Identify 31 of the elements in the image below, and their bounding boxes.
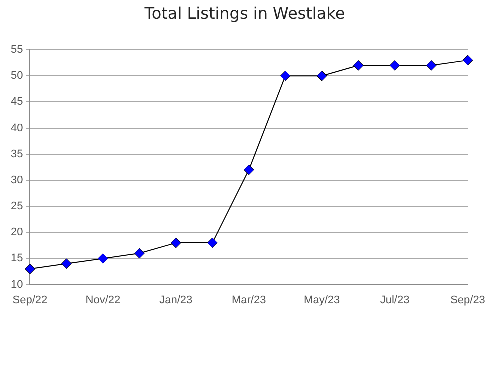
chart-title: Total Listings in Westlake xyxy=(144,4,346,23)
point xyxy=(170,238,182,248)
x-tick-label: Nov/22 xyxy=(86,294,121,306)
x-tick-label: Mar/23 xyxy=(232,294,266,306)
point xyxy=(426,60,437,71)
y-tick-label: 25 xyxy=(10,200,24,213)
x-tick-label: May/23 xyxy=(304,294,340,306)
point xyxy=(98,253,108,264)
y-tick-label: 40 xyxy=(10,122,24,134)
point xyxy=(353,60,364,71)
y-tick-label: 50 xyxy=(10,70,24,82)
y-tick-label: 30 xyxy=(10,174,24,186)
point xyxy=(462,55,474,66)
point xyxy=(24,264,36,274)
y-tick-label: 15 xyxy=(10,252,24,265)
point xyxy=(316,70,328,82)
y-tick-label: 55 xyxy=(10,44,24,56)
x-tick-label: Jan/23 xyxy=(160,294,193,306)
point xyxy=(207,238,218,248)
point xyxy=(61,258,72,270)
y-tick-label: 35 xyxy=(10,148,24,160)
x-tick-label: Sep/22 xyxy=(12,294,48,306)
y-tick-label: 10 xyxy=(10,278,24,291)
y-tick-label: 45 xyxy=(10,96,24,108)
x-tick-label: Jul/23 xyxy=(380,294,410,306)
point xyxy=(390,60,400,71)
y-tick-label: 20 xyxy=(10,226,24,239)
x-tick-label: Sep/23 xyxy=(450,294,486,306)
point xyxy=(280,70,291,82)
point xyxy=(244,164,254,176)
point xyxy=(134,248,145,259)
